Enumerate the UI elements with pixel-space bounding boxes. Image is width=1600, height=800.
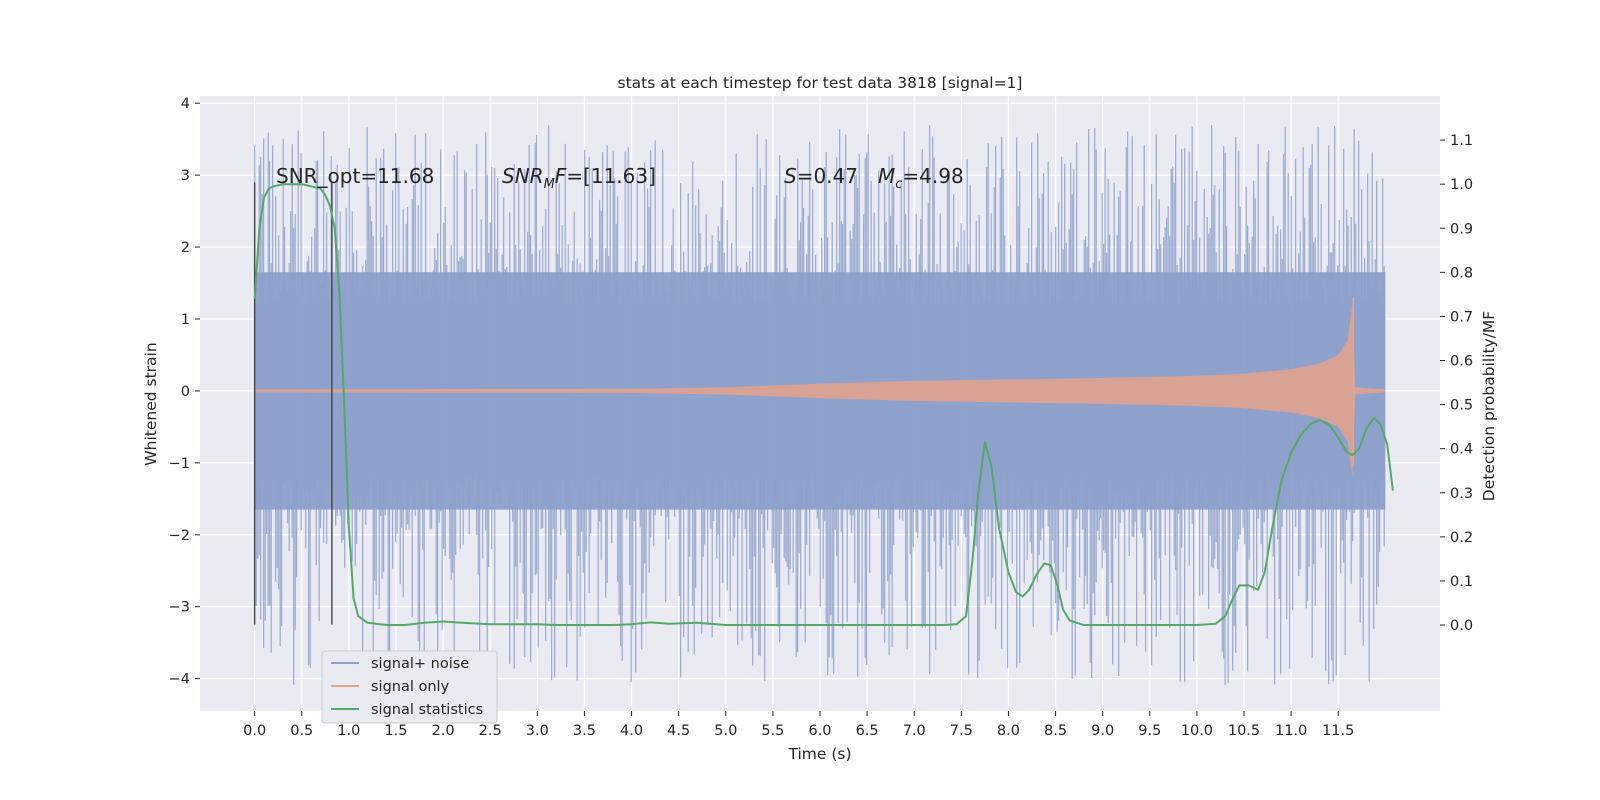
y-right-tick-label: 0.9 <box>1450 221 1473 237</box>
snr-mf-symbol: SNR <box>502 164 544 188</box>
x-tick-label: 10.0 <box>1181 723 1213 739</box>
signal-only-series <box>254 297 1386 478</box>
s-annotation: S=0.47 <box>784 164 858 188</box>
x-axis-label: Time (s) <box>787 745 851 763</box>
legend-label-signal-only: signal only <box>371 679 450 695</box>
statistics-line <box>253 183 1394 626</box>
x-tick-label: 5.0 <box>714 723 737 739</box>
x-tick-label: 0.0 <box>243 723 266 739</box>
x-tick-label: 11.0 <box>1275 723 1307 739</box>
legend-box <box>321 650 498 724</box>
legend-label-signal-noise: signal+ noise <box>371 656 469 672</box>
x-tick-label: 0.5 <box>290 723 313 739</box>
mc-symbol: M <box>878 164 895 188</box>
y-axis-label: Whitened strain <box>142 342 160 465</box>
x-tick-label: 5.5 <box>761 723 784 739</box>
y-tick-label: −2 <box>169 528 190 544</box>
x-tick-label: 4.0 <box>620 723 643 739</box>
x-tick-label: 1.0 <box>337 723 360 739</box>
x-tick-label: 2.0 <box>432 723 455 739</box>
y-right-tick-label: 0.8 <box>1450 265 1473 281</box>
signal-statistics-series <box>253 183 1394 626</box>
x-axis-ticks: 0.0 0.5 1.0 1.5 2.0 2.5 3.0 3.5 4.0 4.5 5.0 5.5 6.0 6… <box>243 711 1354 739</box>
x-tick-label: 4.5 <box>667 723 690 739</box>
mc-annotation: Mc=4.98 <box>878 164 964 192</box>
y-tick-label: 3 <box>181 168 190 184</box>
vertical-markers <box>253 182 333 625</box>
y-right-tick-label: 0.2 <box>1450 530 1473 546</box>
x-tick-label: 11.5 <box>1322 723 1354 739</box>
snr-mf-value: =[11.63] <box>566 164 656 188</box>
y-tick-label: 2 <box>181 240 190 256</box>
snr-mf-subscript: M <box>544 177 555 192</box>
y-right-tick-label: 0.5 <box>1450 398 1473 414</box>
y-tick-label: −1 <box>169 456 190 472</box>
annotations: SNR_opt=11.68 SNRMF=[11.63] S=0.47 Mc=4.… <box>276 164 964 192</box>
y-tick-label: 1 <box>181 312 190 328</box>
y-tick-label: −4 <box>169 672 190 688</box>
mc-value: =4.98 <box>902 164 963 188</box>
x-tick-label: 9.0 <box>1091 723 1114 739</box>
snr-mf-annotation: SNRMF=[11.63] <box>502 164 656 192</box>
y-right-tick-label: 0.6 <box>1450 354 1473 370</box>
y-axis-ticks: 4 3 2 1 0 −1 −2 −3 −4 <box>169 96 200 688</box>
x-tick-label: 6.5 <box>856 723 879 739</box>
x-tick-label: 7.0 <box>903 723 926 739</box>
x-tick-label: 9.5 <box>1138 723 1161 739</box>
x-tick-label: 6.0 <box>808 723 831 739</box>
y-tick-label: 0 <box>181 384 190 400</box>
s-symbol: S <box>784 164 797 188</box>
legend-label-signal-statistics: signal statistics <box>371 702 483 718</box>
y-right-tick-label: 1.0 <box>1450 177 1473 193</box>
y-tick-label: −3 <box>169 600 190 616</box>
y-right-tick-label: 0.1 <box>1450 574 1473 590</box>
snr-mf-f: F <box>555 164 567 188</box>
x-tick-label: 10.5 <box>1228 723 1260 739</box>
legend: signal+ noise signal only signal statist… <box>321 650 498 724</box>
x-tick-label: 7.5 <box>950 723 973 739</box>
snr-opt-annotation: SNR_opt=11.68 <box>276 164 434 188</box>
signal-envelope <box>254 304 1386 478</box>
mc-subscript: c <box>895 177 902 192</box>
y-right-tick-label: 0.0 <box>1450 618 1473 634</box>
y-right-axis-ticks: 1.1 1.0 0.9 0.8 0.7 0.6 0.5 0.4 0.3 0.2 0.1 0.0 <box>1440 133 1473 634</box>
x-tick-label: 8.5 <box>1044 723 1067 739</box>
x-tick-label: 2.5 <box>479 723 502 739</box>
chart-title: stats at each timestep for test data 381… <box>618 74 1023 92</box>
y-right-tick-label: 1.1 <box>1450 133 1473 149</box>
x-tick-label: 1.5 <box>384 723 407 739</box>
y-right-axis-label: Detection probability/MF <box>1480 311 1498 502</box>
x-tick-label: 8.0 <box>997 723 1020 739</box>
y-right-tick-label: 0.7 <box>1450 309 1473 325</box>
y-right-tick-label: 0.4 <box>1450 442 1473 458</box>
x-tick-label: 3.5 <box>573 723 596 739</box>
x-tick-label: 3.0 <box>526 723 549 739</box>
s-value: =0.47 <box>797 164 858 188</box>
y-right-tick-label: 0.3 <box>1450 486 1473 502</box>
y-tick-label: 4 <box>181 96 190 112</box>
